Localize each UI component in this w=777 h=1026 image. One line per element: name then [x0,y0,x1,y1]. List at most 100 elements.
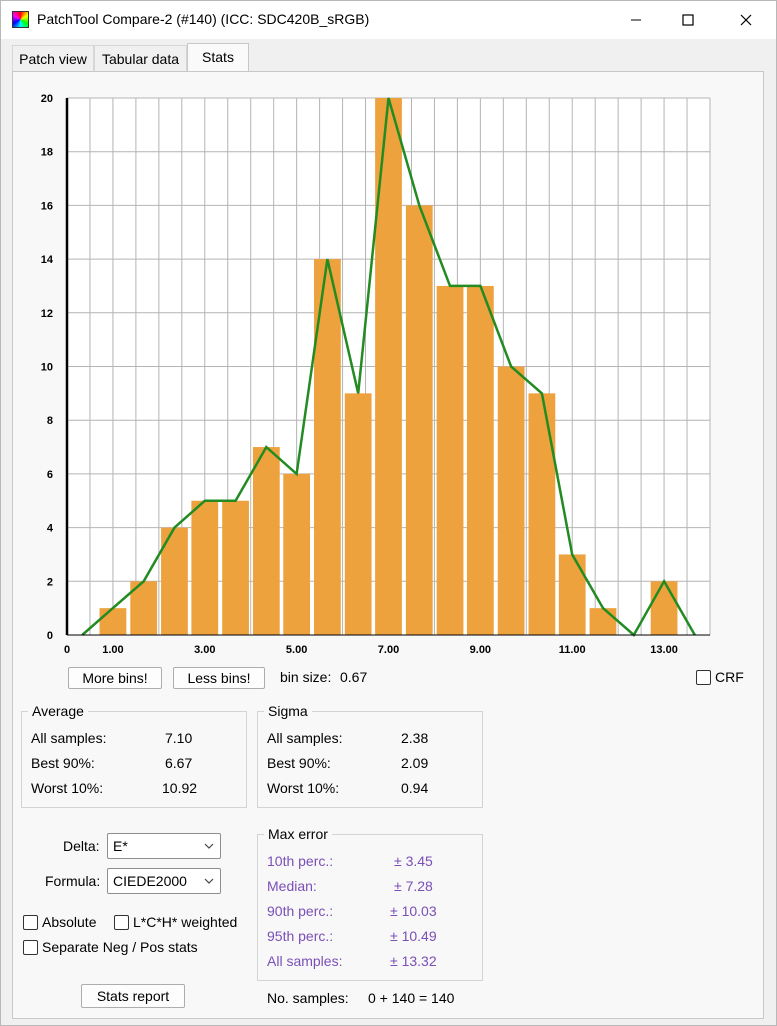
maximize-icon [682,14,694,26]
chevron-down-icon [204,843,214,849]
histogram-bar [589,608,617,635]
chart-line [81,97,696,637]
y-tick-label: 14 [41,254,54,266]
y-tick-label: 6 [47,469,53,481]
formula-select[interactable]: CIEDE2000 [107,868,221,894]
histogram-bar [222,500,249,635]
max-error-90th-value: ± 10.03 [390,903,437,919]
average-all-label: All samples: [31,730,107,746]
y-tick-label: 12 [41,308,53,320]
delta-select[interactable]: E* [107,833,221,859]
samples-label: No. samples: [267,990,349,1006]
more-bins-button[interactable]: More bins! [68,667,162,689]
app-icon [12,11,29,28]
max-error-90th-label: 90th perc.: [267,903,334,919]
max-error-10th-label: 10th perc.: [267,853,334,869]
histogram-bar [405,205,433,635]
y-tick-label: 0 [47,630,53,642]
sigma-worst-value: 0.94 [401,780,429,796]
minimize-icon [631,19,641,21]
x-tick-label: 13.00 [650,644,678,656]
sigma-title: Sigma [264,703,312,719]
histogram-bar [497,366,525,635]
max-error-all-label: All samples: [267,953,343,969]
separate-neg-pos-label: Separate Neg / Pos stats [42,939,198,955]
separate-neg-pos-checkbox[interactable] [23,940,38,955]
max-error-group: Max error [257,826,483,981]
histogram-bar [650,581,678,635]
x-tick-label: 3.00 [194,644,215,656]
max-error-title: Max error [264,826,332,842]
chart-y-ticks: 0 2 4 6 8 10 12 14 16 18 20 [41,93,54,642]
x-tick-label: 11.00 [559,644,586,656]
x-tick-label: 5.00 [286,644,307,656]
histogram-bar [344,393,372,635]
crf-label: CRF [715,669,744,685]
average-worst-label: Worst 10%: [31,780,104,796]
histogram-bar [314,259,341,635]
histogram-bar [283,473,311,635]
y-tick-label: 18 [41,147,53,159]
sigma-group: Sigma [257,703,483,808]
histogram-bar [558,554,586,635]
formula-label: Formula: [45,873,101,889]
max-error-all-value: ± 13.32 [390,953,437,969]
chart-axes [65,98,710,636]
histogram-bar [466,285,494,635]
absolute-checkbox[interactable] [23,915,38,930]
max-error-10th-value: ± 3.45 [394,853,433,869]
distribution-line [81,97,696,637]
sigma-worst-label: Worst 10%: [267,780,340,796]
lch-weighted-label: L*C*H* weighted [133,914,238,930]
samples-value: 0 + 140 = 140 [368,990,455,1006]
delta-label: Delta: [63,838,100,854]
y-tick-label: 16 [41,200,53,212]
absolute-label: Absolute [42,914,97,930]
y-tick-label: 2 [47,576,53,588]
max-error-95th-value: ± 10.49 [390,928,437,944]
stats-report-button[interactable]: Stats report [81,984,185,1008]
histogram-bar [99,608,127,635]
formula-value: CIEDE2000 [113,873,187,889]
histogram-bar [528,393,556,635]
tab-tabular-data[interactable]: Tabular data [94,45,187,71]
x-tick-label: 9.00 [470,644,491,656]
tab-patch-view[interactable]: Patch view [12,45,94,71]
max-error-median-value: ± 7.28 [394,878,433,894]
delta-value: E* [113,838,128,854]
chart-bars [99,98,678,635]
sigma-all-value: 2.38 [401,730,429,746]
chevron-down-icon [204,878,214,884]
y-tick-label: 20 [41,93,53,105]
tab-stats[interactable]: Stats [187,43,249,72]
window-title: PatchTool Compare-2 (#140) (ICC: SDC420B… [37,11,370,27]
close-button[interactable] [723,1,769,39]
crf-checkbox[interactable] [696,670,711,685]
average-group: Average [21,703,247,808]
average-best-value: 6.67 [165,755,193,771]
y-tick-label: 8 [47,415,53,427]
max-error-95th-label: 95th perc.: [267,928,334,944]
average-all-value: 7.10 [165,730,193,746]
x-tick-label: 7.00 [378,644,399,656]
minimize-button[interactable] [613,1,659,39]
histogram-bar [252,447,280,635]
bin-size-value: 0.67 [340,669,368,685]
average-worst-value: 10.92 [162,780,198,796]
average-best-label: Best 90%: [31,755,95,771]
histogram-chart: 0 2 4 6 8 10 12 14 16 18 20 0 1.00 3.00 5.00 7.00 9.00 1… [41,93,711,656]
title-bar: PatchTool Compare-2 (#140) (ICC: SDC420B… [1,1,776,39]
average-title: Average [28,703,88,719]
close-icon [740,14,752,26]
maximize-button[interactable] [665,1,711,39]
sigma-best-value: 2.09 [401,755,429,771]
y-tick-label: 10 [41,362,53,374]
x-tick-label: 1.00 [102,644,123,656]
lch-weighted-checkbox[interactable] [114,915,129,930]
less-bins-button[interactable]: Less bins! [173,667,265,689]
x-tick-label: 0 [64,644,70,656]
sigma-best-label: Best 90%: [267,755,331,771]
y-tick-label: 4 [47,523,54,535]
bin-size-label: bin size: [280,669,332,685]
